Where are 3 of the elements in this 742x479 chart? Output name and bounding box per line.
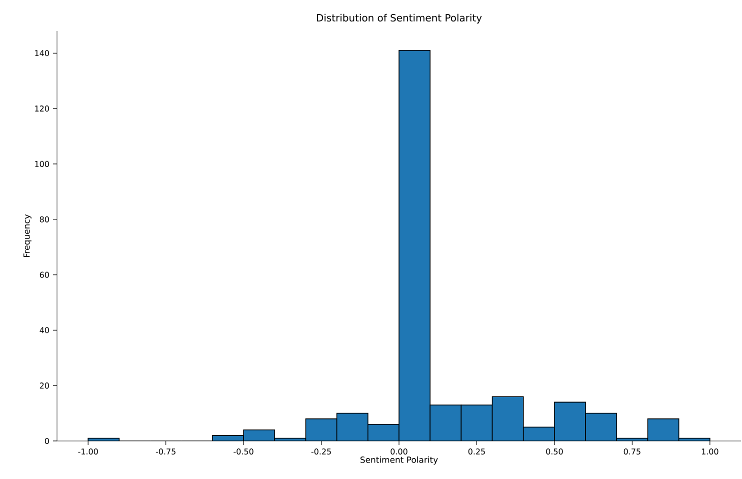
y-axis-title: Frequency bbox=[24, 214, 32, 258]
x-axis-title: Sentiment Polarity bbox=[360, 456, 438, 465]
chart-title: Distribution of Sentiment Polarity bbox=[316, 14, 482, 24]
